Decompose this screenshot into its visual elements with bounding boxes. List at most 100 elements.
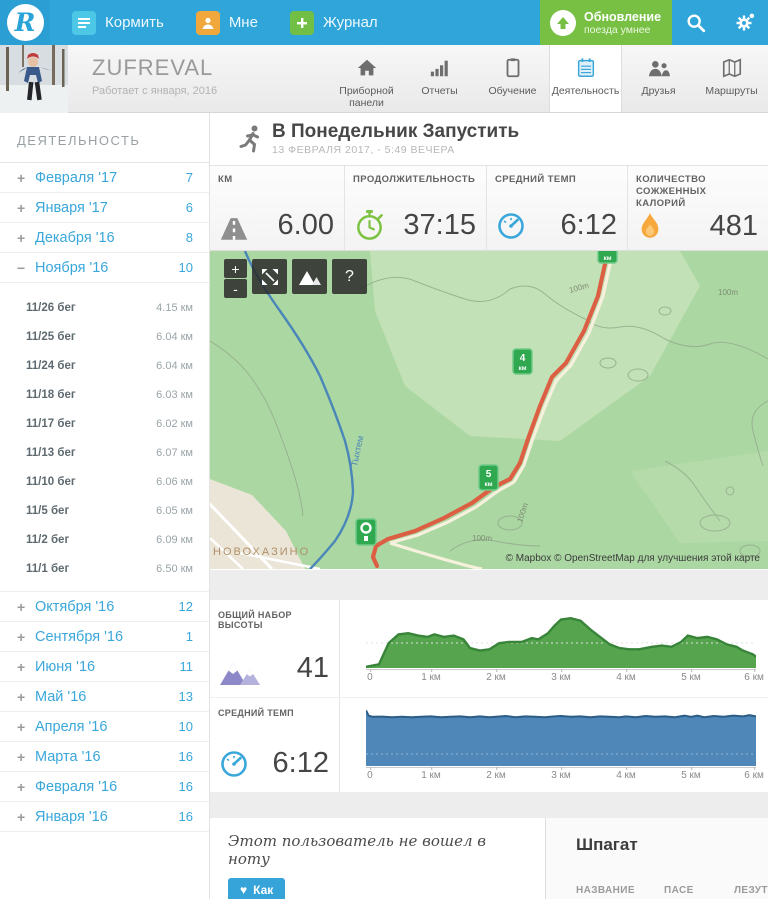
tab-routes[interactable]: Маршруты xyxy=(695,45,768,112)
start-marker xyxy=(355,518,377,546)
expander-icon[interactable]: + xyxy=(17,688,26,705)
menu-item-feed[interactable]: Кормить xyxy=(62,0,186,45)
run-list-item[interactable]: 11/18 бег 6.03 км xyxy=(0,380,209,409)
feed-icon xyxy=(72,10,96,35)
map-controls: + - ? xyxy=(224,259,367,298)
run-list-item[interactable]: 11/2 бег 6.09 км xyxy=(0,525,209,554)
sidebar-month-item[interactable]: + Декабря '16 8 xyxy=(0,223,209,253)
sidebar-month-item[interactable]: + Января '17 6 xyxy=(0,193,209,223)
expander-icon[interactable]: + xyxy=(17,718,26,735)
menu-item-journal[interactable]: Журнал xyxy=(280,0,400,45)
topbar-right-controls: Обновление поезда умнее xyxy=(540,0,768,45)
sidebar-month-item[interactable]: + Января '16 16 xyxy=(0,802,209,832)
map-terrain-button[interactable] xyxy=(292,259,327,294)
stopwatch-icon xyxy=(357,209,383,240)
month-count: 10 xyxy=(178,260,193,275)
expander-icon[interactable]: + xyxy=(17,199,26,216)
settings-button[interactable] xyxy=(720,0,768,45)
activity-title-row: В Понедельник Запустить 13 ФЕВРАЛЯ 2017,… xyxy=(210,113,768,166)
sidebar-month-item[interactable]: − Ноября '16 10 xyxy=(0,253,209,283)
run-distance: 6.07 км xyxy=(156,446,193,459)
expander-icon[interactable]: + xyxy=(17,628,26,645)
run-label: 11/25 бег xyxy=(26,330,76,343)
sidebar-month-item[interactable]: + Июня '16 11 xyxy=(0,652,209,682)
charts-card: ОБЩИЙ НАБОР ВЫСОТЫ 41 0 1 км 2 км 3 км 4 км 5… xyxy=(210,600,768,792)
calendar-icon xyxy=(575,55,597,81)
run-label: 11/13 бег xyxy=(26,446,76,459)
elevation-label: ОБЩИЙ НАБОР ВЫСОТЫ xyxy=(218,610,292,630)
run-list-item[interactable]: 11/26 бег 4.15 км xyxy=(0,293,209,322)
month-count: 13 xyxy=(178,689,193,704)
axis-tick: 2 км xyxy=(486,767,506,781)
upgrade-button[interactable]: Обновление поезда умнее xyxy=(540,0,672,45)
pace-label: СРЕДНИЙ ТЕМП xyxy=(218,708,294,718)
axis-tick: 1 км xyxy=(421,767,441,781)
month-label: Февраля '16 xyxy=(35,778,118,795)
sidebar-month-item[interactable]: + Марта '16 16 xyxy=(0,742,209,772)
month-count: 16 xyxy=(178,749,193,764)
contour-label: 100m xyxy=(472,534,492,543)
like-button[interactable]: ♥ Как xyxy=(228,878,286,899)
tab-activities[interactable]: Деятельность xyxy=(549,45,622,112)
map-zoom-out-button[interactable]: - xyxy=(224,279,247,298)
month-count: 11 xyxy=(179,659,194,674)
run-list-item[interactable]: 11/1 бег 6.50 км xyxy=(0,554,209,583)
search-icon xyxy=(687,13,706,32)
expander-icon[interactable]: + xyxy=(17,229,26,246)
month-count: 7 xyxy=(185,170,193,185)
map-zoom-in-button[interactable]: + xyxy=(224,259,247,278)
axis-tick: 6 км xyxy=(744,767,764,781)
activity-title-block: В Понедельник Запустить 13 ФЕВРАЛЯ 2017,… xyxy=(272,122,519,157)
expander-icon[interactable]: + xyxy=(17,169,26,186)
friends-icon xyxy=(647,55,671,81)
like-label: Как xyxy=(253,883,274,897)
stat-calories-label: КОЛИЧЕСТВО СОЖЖЕННЫХ КАЛОРИЙ xyxy=(636,174,707,209)
sidebar-month-item[interactable]: + Сентября '16 1 xyxy=(0,622,209,652)
run-list-item[interactable]: 11/17 бег 6.02 км xyxy=(0,409,209,438)
run-list-item[interactable]: 11/5 бег 6.05 км xyxy=(0,496,209,525)
run-list-item[interactable]: 11/24 бег 6.04 км xyxy=(0,351,209,380)
sidebar-month-item[interactable]: + Май '16 13 xyxy=(0,682,209,712)
app-logo[interactable]: R xyxy=(0,0,50,45)
axis-tick: 1 км xyxy=(421,669,441,683)
run-list-item[interactable]: 11/10 бег 6.06 км xyxy=(0,467,209,496)
run-list-item[interactable]: 11/25 бег 6.04 км xyxy=(0,322,209,351)
tab-reports[interactable]: Отчеты xyxy=(403,45,476,112)
map-attribution[interactable]: © Mapbox © OpenStreetMap для улучшения э… xyxy=(505,553,760,564)
tab-label: Деятельность xyxy=(551,85,620,97)
pace-chart-area: 0 1 км 2 км 3 км 4 км 5 км 6 км xyxy=(340,698,768,792)
km-marker-top: км xyxy=(597,251,618,264)
mountain-icon xyxy=(298,270,321,285)
sidebar-month-item[interactable]: + Апреля '16 10 xyxy=(0,712,209,742)
tab-friends[interactable]: Друзья xyxy=(622,45,695,112)
map-help-button[interactable]: ? xyxy=(332,259,367,294)
activity-card: В Понедельник Запустить 13 ФЕВРАЛЯ 2017,… xyxy=(210,113,768,570)
search-button[interactable] xyxy=(672,0,720,45)
route-map[interactable]: 100m 100m 100m 100m Тыхтем НОВОХАЗИНО xyxy=(210,251,768,569)
sidebar-title: ДЕЯТЕЛЬНОСТЬ xyxy=(0,113,209,163)
expander-icon[interactable]: + xyxy=(17,778,26,795)
expander-icon[interactable]: + xyxy=(17,598,26,615)
expander-icon[interactable]: + xyxy=(17,658,26,675)
map-fullscreen-button[interactable] xyxy=(252,259,287,294)
expander-icon[interactable]: + xyxy=(17,748,26,765)
map-canvas: 100m 100m 100m 100m Тыхтем НОВОХАЗИНО xyxy=(210,251,768,569)
tab-dashboard[interactable]: Приборной панели xyxy=(330,45,403,112)
axis-tick: 4 км xyxy=(616,669,636,683)
sidebar-month-item[interactable]: + Октября '16 12 xyxy=(0,592,209,622)
main-content: В Понедельник Запустить 13 ФЕВРАЛЯ 2017,… xyxy=(210,113,768,899)
road-icon xyxy=(220,218,248,240)
run-label: 11/24 бег xyxy=(26,359,76,372)
tab-training[interactable]: Обучение xyxy=(476,45,549,112)
run-list-item[interactable]: 11/13 бег 6.07 км xyxy=(0,438,209,467)
run-distance: 6.06 км xyxy=(156,475,193,488)
menu-item-me[interactable]: Мне xyxy=(186,0,280,45)
stat-duration: ПРОДОЛЖИТЕЛЬНОСТЬ 37:15 xyxy=(345,166,487,250)
sidebar-month-item[interactable]: + Февраля '17 7 xyxy=(0,163,209,193)
expander-icon[interactable]: − xyxy=(17,259,26,276)
month-count: 8 xyxy=(185,230,193,245)
profile-avatar[interactable] xyxy=(0,45,68,113)
speedometer-icon xyxy=(498,213,524,239)
sidebar-month-item[interactable]: + Февраля '16 16 xyxy=(0,772,209,802)
expander-icon[interactable]: + xyxy=(17,808,26,825)
